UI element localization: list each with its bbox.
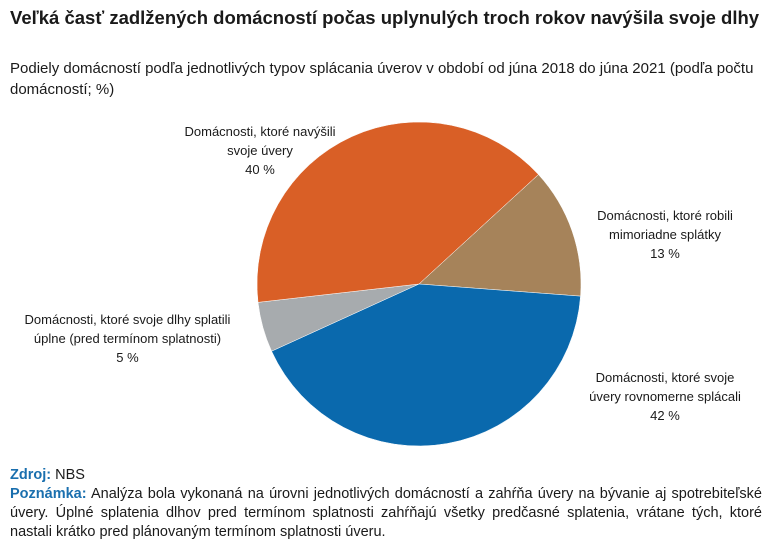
pie-slice-1 bbox=[271, 283, 581, 447]
pie-slice-0 bbox=[418, 174, 582, 297]
chart-subtitle: Podiely domácností podľa jednotlivých ty… bbox=[10, 60, 754, 98]
source-line: Zdroj: NBS bbox=[10, 466, 762, 485]
label-regular: Domácnosti, ktoré svoje úvery rovnomerne… bbox=[589, 370, 741, 423]
footer: Zdroj: NBS Poznámka: Analýza bola vykona… bbox=[10, 466, 762, 542]
chart-title: Veľká časť zadlžených domácností počas u… bbox=[10, 7, 760, 28]
label-repaid: Domácnosti, ktoré svoje dlhy splatili úp… bbox=[24, 312, 231, 365]
note-text: Analýza bola vykonaná na úrovni jednotli… bbox=[10, 486, 762, 540]
note-key: Poznámka: bbox=[10, 486, 87, 502]
label-extra-payments: Domácnosti, ktoré robili mimoriadne splá… bbox=[597, 208, 733, 261]
label-increased: Domácnosti, ktoré navýšili svoje úvery 40… bbox=[184, 124, 336, 177]
pie-slice-3 bbox=[256, 121, 539, 303]
source-value: NBS bbox=[55, 467, 85, 483]
source-key: Zdroj: bbox=[10, 467, 52, 483]
note-line: Poznámka: Analýza bola vykonaná na úrovn… bbox=[10, 485, 762, 542]
